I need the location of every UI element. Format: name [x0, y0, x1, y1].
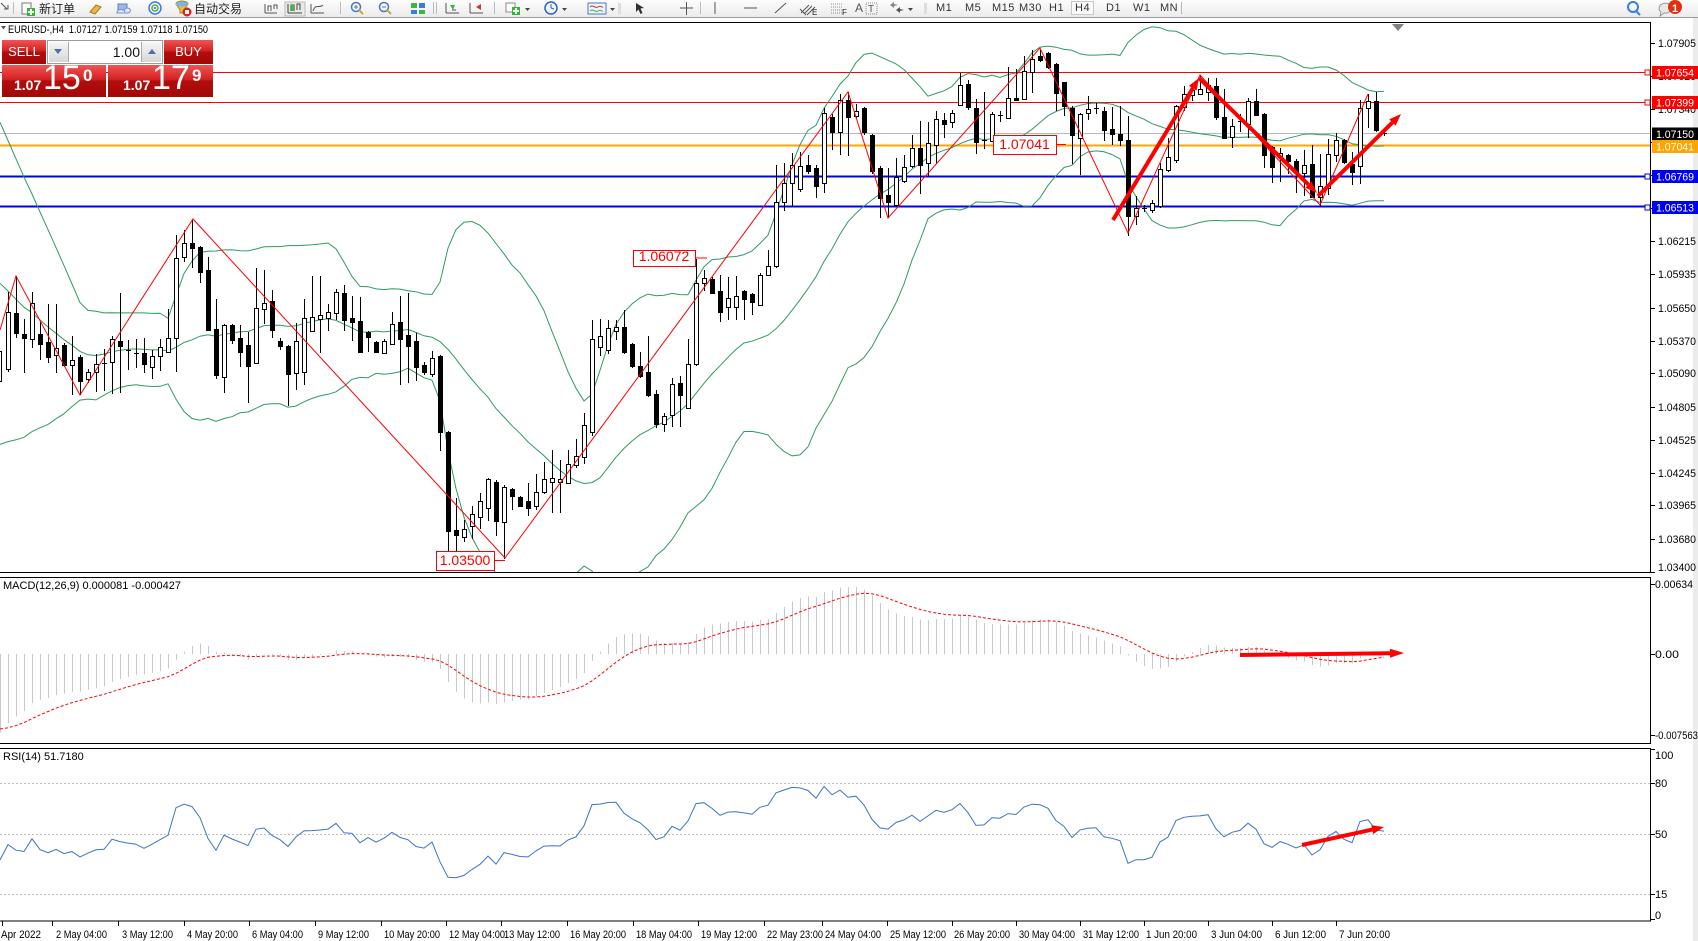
svg-text:1.03400: 1.03400 [1658, 562, 1696, 574]
svg-text:12 May 04:00: 12 May 04:00 [449, 929, 505, 941]
svg-text:MACD(12,26,9) 0.000081 -0.0004: MACD(12,26,9) 0.000081 -0.000427 [3, 580, 181, 592]
svg-text:1.07041: 1.07041 [999, 136, 1050, 152]
svg-text:0.00634: 0.00634 [1655, 579, 1693, 591]
svg-text:100: 100 [1655, 750, 1673, 762]
svg-text:15: 15 [1655, 889, 1667, 901]
svg-text:9 May 12:00: 9 May 12:00 [318, 929, 369, 941]
svg-text:E: E [812, 8, 817, 17]
svg-text:1.07041: 1.07041 [1656, 142, 1694, 154]
svg-text:1 Jun 20:00: 1 Jun 20:00 [1146, 929, 1197, 941]
svg-text:3 Jun 04:00: 3 Jun 04:00 [1211, 929, 1262, 941]
svg-text:30 May 04:00: 30 May 04:00 [1019, 929, 1075, 941]
svg-text:0: 0 [1655, 910, 1661, 922]
svg-text:EURUSD-,H4 1.07127 1.07159 1.: EURUSD-,H4 1.07127 1.07159 1.07118 1.071… [8, 24, 208, 36]
svg-text:自动交易: 自动交易 [194, 1, 242, 16]
svg-text:13 May 12:00: 13 May 12:00 [504, 929, 560, 941]
svg-text:1.06215: 1.06215 [1658, 236, 1696, 248]
svg-text:1.06513: 1.06513 [1656, 203, 1694, 215]
svg-text:50: 50 [1655, 829, 1667, 841]
svg-text:1.04525: 1.04525 [1658, 435, 1696, 447]
svg-text:4 May 20:00: 4 May 20:00 [187, 929, 238, 941]
svg-text:26 May 20:00: 26 May 20:00 [954, 929, 1010, 941]
svg-text:1.07654: 1.07654 [1656, 68, 1694, 80]
svg-text:1.07150: 1.07150 [1656, 129, 1694, 141]
svg-text:24 May 04:00: 24 May 04:00 [825, 929, 881, 941]
svg-text:RSI(14) 51.7180: RSI(14) 51.7180 [3, 751, 84, 763]
svg-text:7 Jun 20:00: 7 Jun 20:00 [1339, 929, 1390, 941]
svg-text:T: T [868, 4, 874, 15]
svg-text:18 May 04:00: 18 May 04:00 [636, 929, 692, 941]
svg-text:1.05090: 1.05090 [1658, 368, 1696, 380]
svg-text:1.03500: 1.03500 [440, 552, 491, 568]
svg-text:1.06769: 1.06769 [1656, 172, 1694, 184]
svg-text:1.07399: 1.07399 [1656, 98, 1694, 110]
svg-text:1.04805: 1.04805 [1658, 402, 1696, 414]
svg-text:1.04245: 1.04245 [1658, 468, 1696, 480]
svg-text:1.03965: 1.03965 [1658, 500, 1696, 512]
svg-text:6 May 04:00: 6 May 04:00 [252, 929, 303, 941]
svg-text:1: 1 [1672, 3, 1678, 15]
svg-text:1.06072: 1.06072 [639, 248, 690, 264]
svg-text:F: F [842, 8, 847, 17]
svg-text:1.05370: 1.05370 [1658, 336, 1696, 348]
svg-text:3 May 12:00: 3 May 12:00 [122, 929, 173, 941]
svg-text:0.00: 0.00 [1655, 649, 1679, 661]
svg-text:10 May 20:00: 10 May 20:00 [384, 929, 440, 941]
svg-text:新订单: 新订单 [39, 1, 75, 16]
svg-text:Apr 2022: Apr 2022 [1, 929, 41, 941]
svg-text:16 May 20:00: 16 May 20:00 [570, 929, 626, 941]
svg-text:31 May 12:00: 31 May 12:00 [1083, 929, 1139, 941]
svg-text:-0.007563: -0.007563 [1655, 730, 1698, 742]
svg-text:A: A [855, 1, 863, 15]
svg-text:1.07905: 1.07905 [1658, 38, 1696, 50]
svg-text:1.05935: 1.05935 [1658, 269, 1696, 281]
svg-text:19 May 12:00: 19 May 12:00 [701, 929, 757, 941]
svg-text:6 Jun 12:00: 6 Jun 12:00 [1275, 929, 1326, 941]
svg-text:2 May 04:00: 2 May 04:00 [56, 929, 107, 941]
svg-text:1.03680: 1.03680 [1658, 534, 1696, 546]
svg-text:1.05650: 1.05650 [1658, 303, 1696, 315]
svg-text:25 May 12:00: 25 May 12:00 [890, 929, 946, 941]
svg-text:80: 80 [1655, 778, 1667, 790]
svg-text:22 May 23:00: 22 May 23:00 [767, 929, 823, 941]
